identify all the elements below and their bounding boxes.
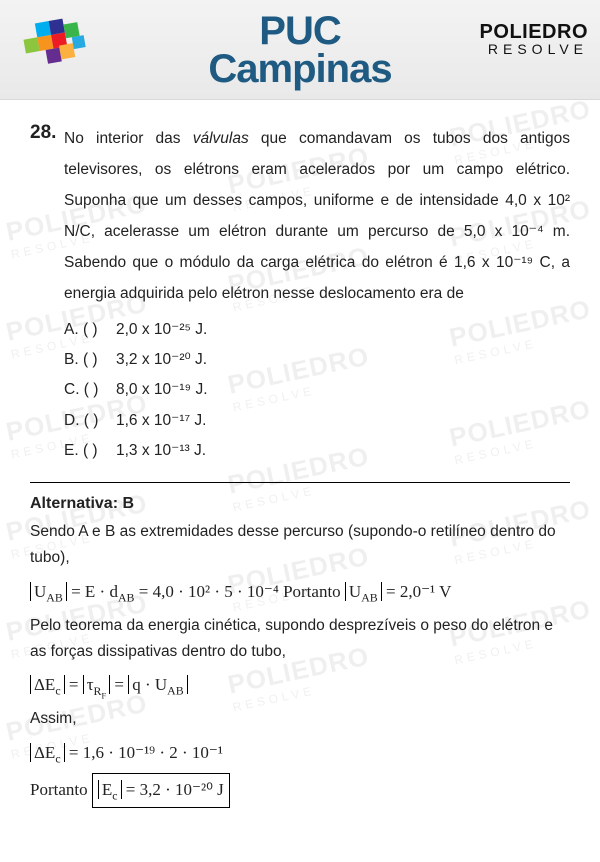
page-title: PUC Campinas: [208, 12, 391, 88]
equation-3: ΔEc = 1,6 · 10⁻¹⁹ · 2 · 10⁻¹: [30, 739, 570, 768]
equation-2: ΔEc = τRF = q · UAB: [30, 671, 570, 700]
logo-text-1: POLIEDRO: [480, 22, 588, 42]
question-block: 28. No interior das válvulas que comanda…: [30, 122, 570, 466]
title-line-2: Campinas: [208, 50, 391, 88]
sol-p1: Sendo A e B as extremidades desse percur…: [30, 519, 570, 572]
divider: [30, 482, 570, 483]
title-line-1: PUC: [208, 12, 391, 50]
q-text-italic: válvulas: [193, 130, 249, 147]
equation-4: Portanto Ec = 3,2 · 10⁻²⁰ J: [30, 773, 570, 808]
page-header: PUC Campinas POLIEDRO RESOLVE: [0, 0, 600, 100]
option-e: E. ( )1,3 x 10⁻¹³ J.: [64, 436, 570, 466]
option-d: D. ( )1,6 x 10⁻¹⁷ J.: [64, 406, 570, 436]
sol-p3: Assim,: [30, 706, 570, 732]
question-text: No interior das válvulas que comandavam …: [30, 123, 570, 309]
solution-text: Sendo A e B as extremidades desse percur…: [30, 519, 570, 808]
q-text-part-2: que comandavam os tubos dos antigos tele…: [64, 130, 570, 302]
question-number: 28.: [30, 122, 56, 143]
poliedro-logo: POLIEDRO RESOLVE: [480, 22, 588, 56]
boxed-result: Ec = 3,2 · 10⁻²⁰ J: [92, 773, 230, 808]
logo-text-2: RESOLVE: [480, 42, 588, 56]
q-text-part-1: No interior das: [64, 130, 193, 147]
option-a: A. ( )2,0 x 10⁻²⁵ J.: [64, 315, 570, 345]
equation-1: UAB = E · dAB = 4,0 · 10² · 5 · 10⁻⁴ Por…: [30, 578, 570, 607]
options-list: A. ( )2,0 x 10⁻²⁵ J. B. ( )3,2 x 10⁻²⁰ J…: [30, 315, 570, 466]
option-b: B. ( )3,2 x 10⁻²⁰ J.: [64, 345, 570, 375]
answer-label: Alternativa: B: [30, 495, 570, 513]
solution-block: Alternativa: B Sendo A e B as extremidad…: [30, 495, 570, 808]
option-c: C. ( )8,0 x 10⁻¹⁹ J.: [64, 375, 570, 405]
sol-p2: Pelo teorema da energia cinética, supond…: [30, 613, 570, 666]
puzzle-logo-icon: [10, 15, 100, 85]
content-area: 28. No interior das válvulas que comanda…: [0, 100, 600, 834]
